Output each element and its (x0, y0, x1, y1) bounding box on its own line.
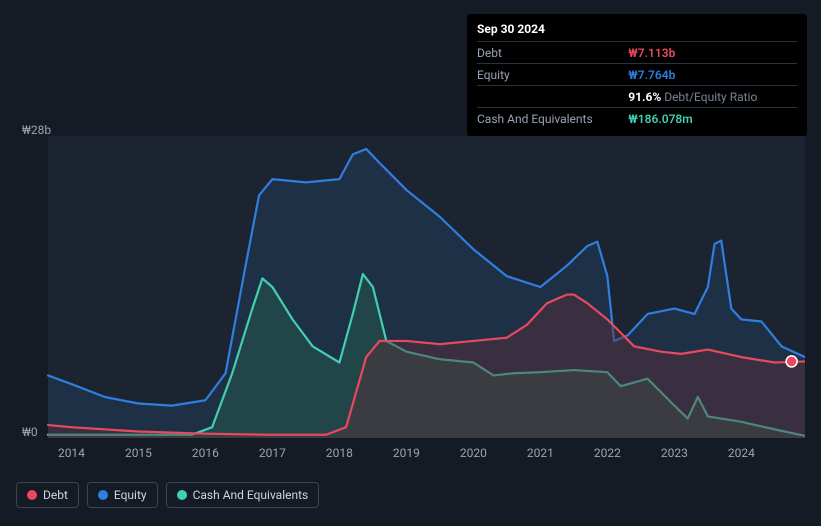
x-axis-label: 2017 (259, 446, 286, 460)
tooltip-ratio: 91.6% Debt/Equity Ratio (628, 86, 797, 108)
tooltip-debt-label: Debt (477, 42, 628, 64)
tooltip-debt-value: ₩7.113b (628, 42, 797, 64)
x-axis-label: 2020 (460, 446, 487, 460)
legend-label-debt: Debt (43, 488, 68, 502)
tooltip-table: Debt ₩7.113b Equity ₩7.764b 91.6% Debt/E… (477, 41, 797, 129)
x-axis-label: 2014 (58, 446, 85, 460)
tooltip-ratio-suffix: Debt/Equity Ratio (661, 90, 757, 104)
y-axis-label: ₩0 (22, 425, 38, 439)
x-axis-label: 2022 (594, 446, 621, 460)
x-axis-label: 2015 (125, 446, 152, 460)
x-axis-label: 2024 (728, 446, 755, 460)
legend-dot-equity (98, 490, 108, 500)
legend-item-equity[interactable]: Equity (87, 482, 158, 508)
x-axis-label: 2019 (393, 446, 420, 460)
tooltip-ratio-value: 91.6% (628, 90, 661, 104)
chart-tooltip: Sep 30 2024 Debt ₩7.113b Equity ₩7.764b … (467, 14, 807, 137)
legend-dot-cash (177, 490, 187, 500)
y-axis-label: ₩28b (22, 123, 51, 137)
legend-item-cash[interactable]: Cash And Equivalents (166, 482, 320, 508)
tooltip-date: Sep 30 2024 (477, 20, 797, 41)
legend-label-equity: Equity (114, 488, 147, 502)
legend-dot-debt (27, 490, 37, 500)
x-axis-label: 2021 (527, 446, 554, 460)
chart-container: ₩28b ₩0 2014 2015 2016 2017 2018 2019 2020 2021 2… (16, 122, 805, 466)
x-axis-label: 2016 (192, 446, 219, 460)
x-axis-label: 2018 (326, 446, 353, 460)
tooltip-equity-label: Equity (477, 64, 628, 86)
tooltip-equity-value: ₩7.764b (628, 64, 797, 86)
legend-item-debt[interactable]: Debt (16, 482, 79, 508)
area-chart[interactable] (16, 122, 805, 466)
legend: Debt Equity Cash And Equivalents (16, 482, 319, 508)
x-axis-label: 2023 (661, 446, 688, 460)
legend-label-cash: Cash And Equivalents (193, 488, 309, 502)
